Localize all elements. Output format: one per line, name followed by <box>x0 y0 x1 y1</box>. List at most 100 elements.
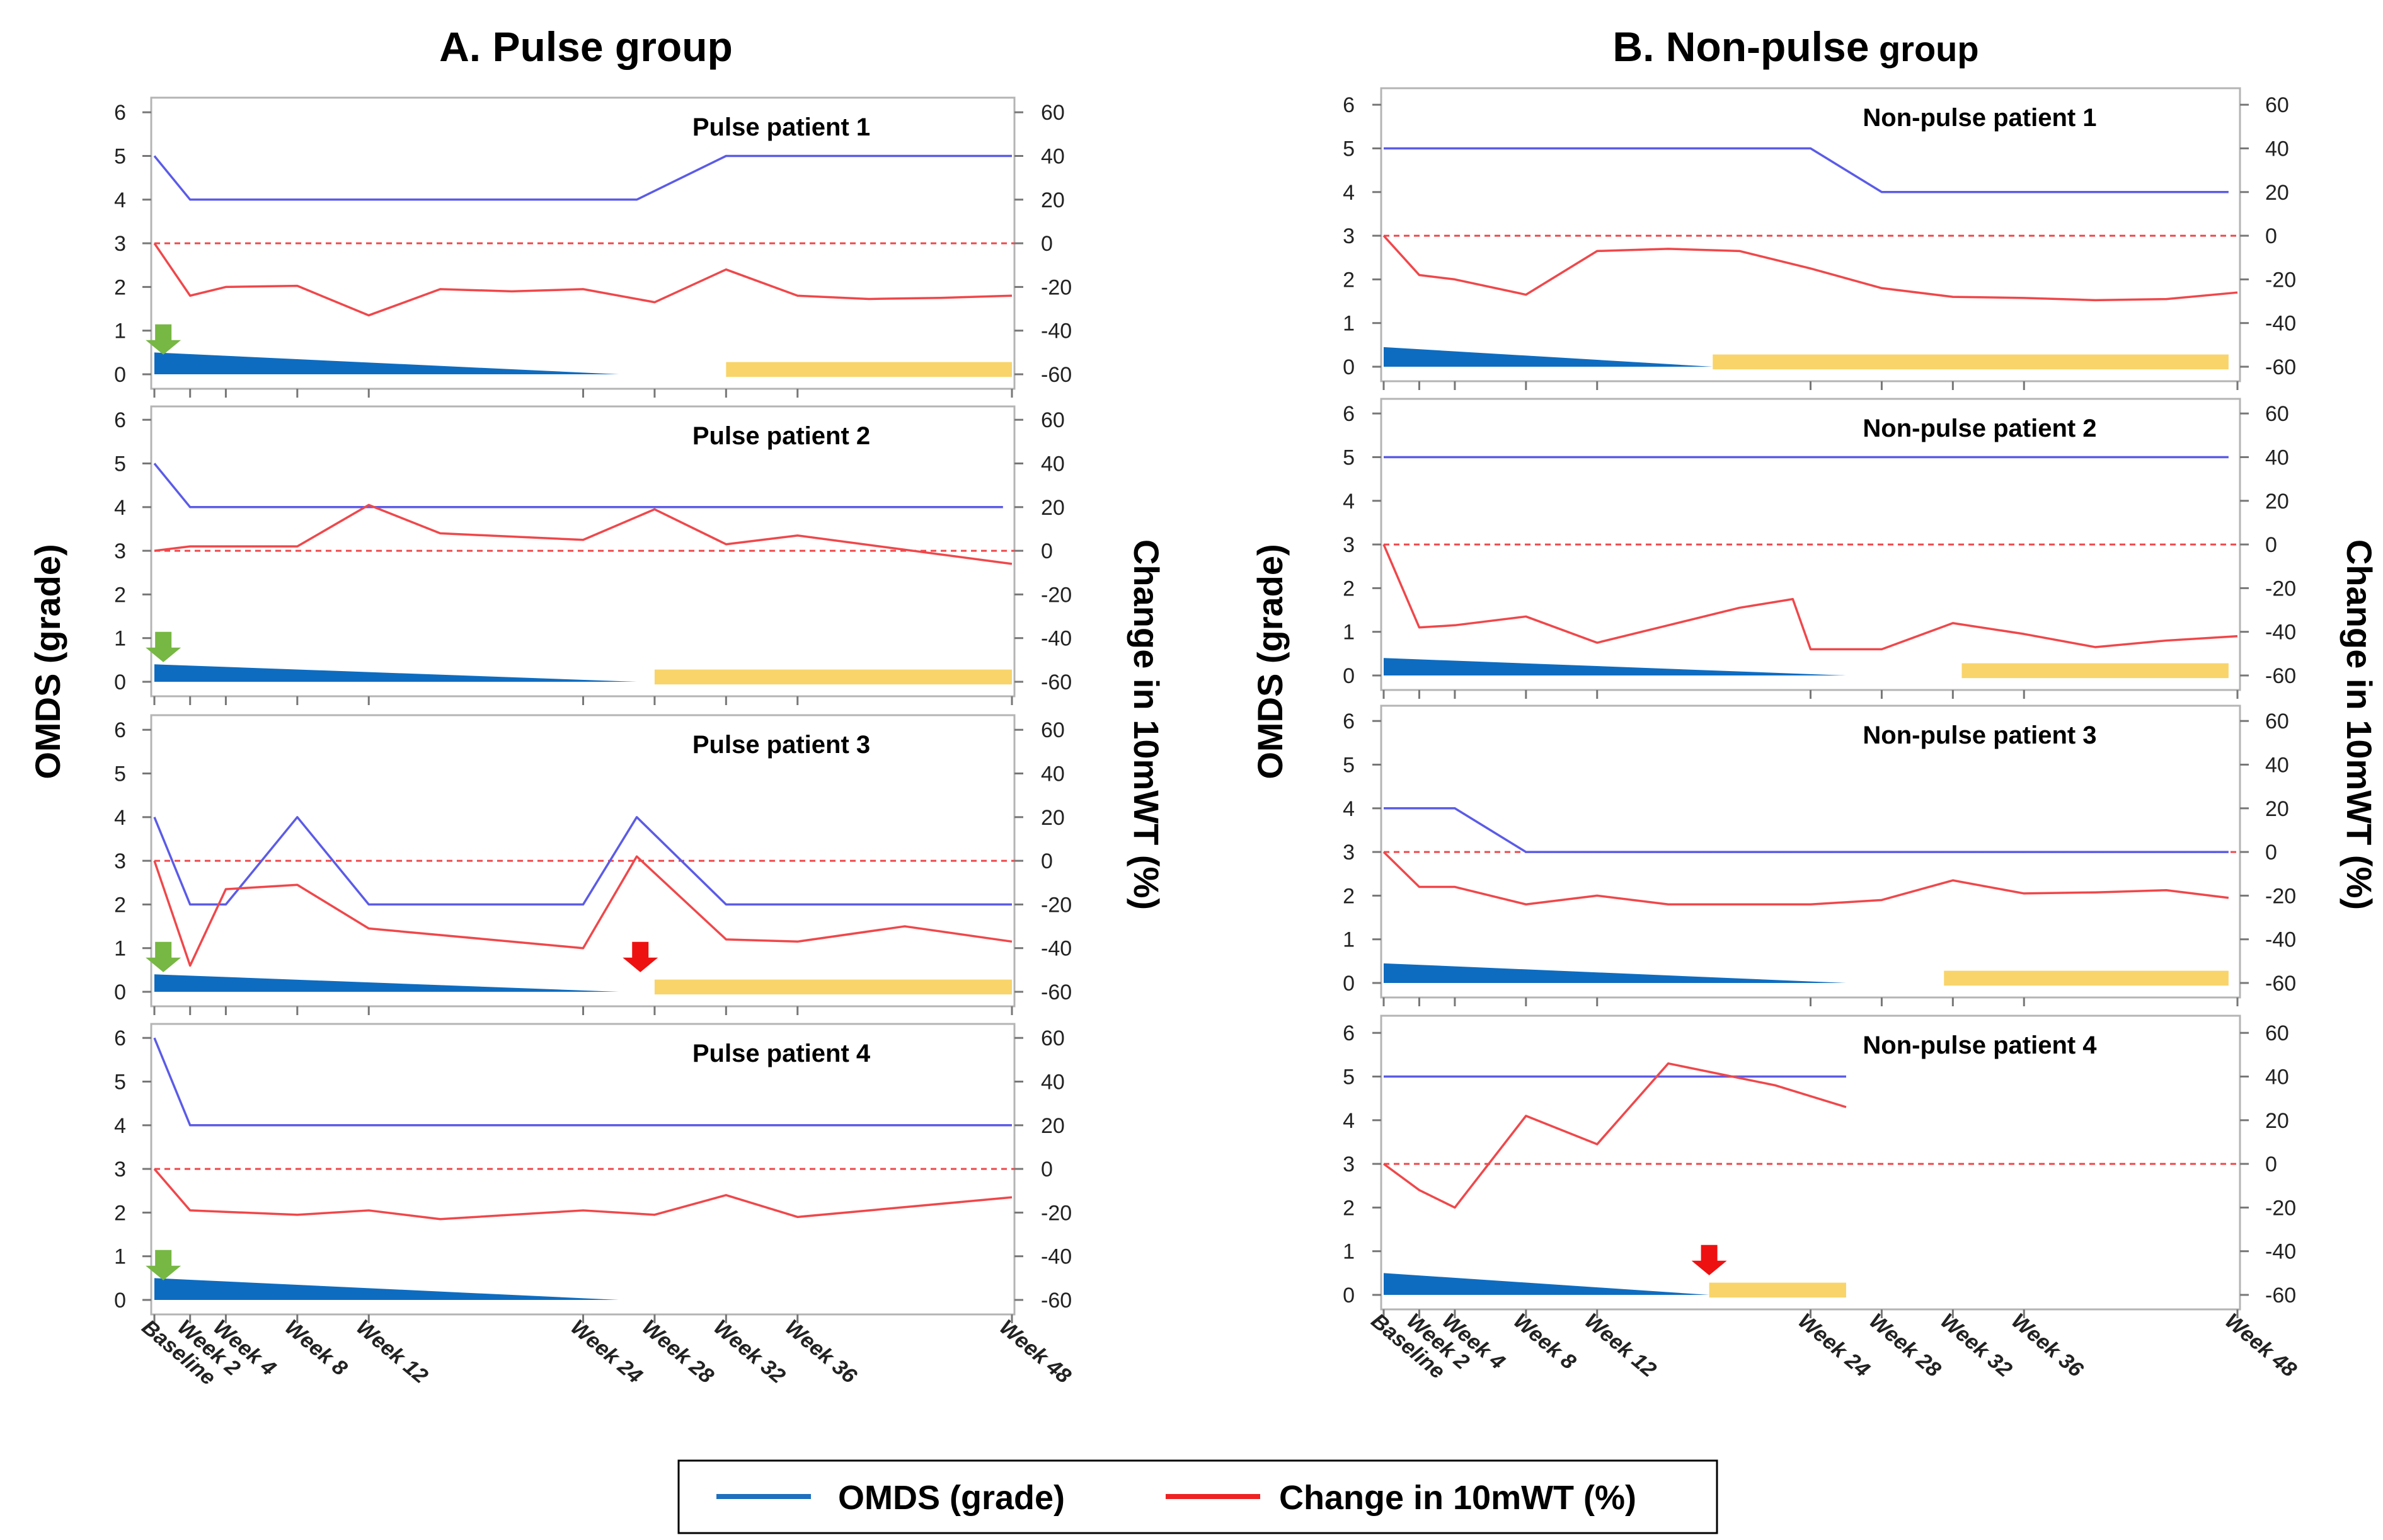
x-tick-label: Week 12 <box>352 1315 432 1388</box>
right-axis-tick-label: -20 <box>2265 577 2296 600</box>
left-axis-tick-label: 6 <box>1343 710 1355 733</box>
panel-8: 0 1 2 3 4 5 6 -60 -40 -20 0 20 40 60 Non-pulse patient… <box>1343 1014 2296 1318</box>
omds-series-line <box>153 1037 1012 1127</box>
left-axis-tick-label: 1 <box>114 319 126 343</box>
left-axis-tick-label: 0 <box>1343 1284 1355 1307</box>
panel-title: Pulse patient 4 <box>692 1040 871 1067</box>
right-axis-tick-label: -60 <box>1041 363 1072 387</box>
right-axis-tick-label: -40 <box>2265 621 2296 645</box>
green-arrow-icon <box>146 1250 181 1280</box>
right-axis-tick-label: -40 <box>1041 319 1072 343</box>
left-axis-tick-label: 0 <box>1343 664 1355 688</box>
left-axis-tick-label: 5 <box>114 452 126 476</box>
left-axis-tick-label: 3 <box>114 232 126 256</box>
x-tick-label: Week 12 <box>1580 1309 1661 1382</box>
left-axis-tick-label: 5 <box>114 1071 126 1095</box>
right-axis-tick-label: -60 <box>2265 355 2296 379</box>
right-axis-tick-label: 40 <box>1041 452 1065 476</box>
x-tick-label: Week 48 <box>2220 1309 2301 1382</box>
panel-1: 0 1 2 3 4 5 6 -60 -40 -20 0 20 40 60 Pulse patient 1 <box>114 96 1072 398</box>
right-axis-tick-label: 40 <box>2265 1066 2289 1089</box>
right-axis-tick-label: -40 <box>1041 1245 1072 1269</box>
right-axis-tick-label: -20 <box>2265 268 2296 292</box>
walk-test-series-line <box>1382 544 2238 651</box>
right-axis-tick-label: 20 <box>2265 1109 2289 1133</box>
right-axis-tick-label: 40 <box>1041 145 1065 169</box>
omds-series-line <box>153 463 1003 509</box>
left-axis-tick-label: 5 <box>1343 1066 1355 1089</box>
right-axis-tick-label: 20 <box>2265 181 2289 205</box>
walk-test-series-line <box>154 503 1013 565</box>
left-axis-tick-label: 0 <box>114 980 126 1004</box>
legend: OMDS (grade) Change in 10mWT (%) <box>677 1459 1718 1534</box>
left-axis-tick-label: 3 <box>1343 1152 1355 1176</box>
panel-5: 0 1 2 3 4 5 6 -60 -40 -20 0 20 40 60 Non-pulse patient… <box>1343 87 2296 390</box>
red-arrow-icon <box>623 941 658 972</box>
left-axis-tick-label: 2 <box>114 275 126 299</box>
steroid-taper-area <box>1384 1273 1709 1295</box>
left-axis-tick-label: 0 <box>1343 355 1355 379</box>
panel-title: Non-pulse patient 4 <box>1863 1031 2097 1059</box>
right-axis-tick-label: 60 <box>2265 1021 2289 1045</box>
x-tick-label: Week 36 <box>2007 1309 2088 1382</box>
left-axis-tick-label: 0 <box>114 363 126 387</box>
right-axis-tick-label: -20 <box>1041 893 1072 917</box>
right-axis-tick-label: -40 <box>2265 928 2296 952</box>
panel-title: Non-pulse patient 2 <box>1863 415 2096 442</box>
right-axis-tick-label: 20 <box>2265 797 2289 821</box>
left-axis-tick-label: 5 <box>114 145 126 169</box>
steroid-taper-area <box>154 664 637 682</box>
left-axis-tick-label: 6 <box>1343 93 1355 117</box>
left-axis-tick-label: 1 <box>114 627 126 651</box>
right-axis-tick-label: 0 <box>2265 1152 2277 1176</box>
title-non-pulse-suffix: group <box>1869 29 1978 69</box>
left-axis-tick-label: 5 <box>1343 446 1355 470</box>
green-arrow-icon <box>146 324 181 355</box>
left-axis-tick-label: 6 <box>114 101 126 125</box>
right-axis-tick-label: 40 <box>1041 1071 1065 1095</box>
omds-series-line <box>1384 807 2229 853</box>
x-tick-label: Week 36 <box>781 1315 862 1389</box>
right-axis-tick-label: 0 <box>1041 232 1053 256</box>
right-axis-tick-label: 60 <box>2265 402 2289 426</box>
left-axis-tick-label: 0 <box>114 670 126 694</box>
steroid-taper-area <box>1384 658 1846 675</box>
panel-title: Non-pulse patient 3 <box>1863 721 2096 749</box>
right-axis-tick-label: 0 <box>2265 533 2277 557</box>
left-axis-tick-label: 6 <box>114 1026 126 1050</box>
left-axis-tick-label: 4 <box>1343 1109 1355 1133</box>
x-tick-label: Week 8 <box>280 1315 352 1381</box>
walk-test-series-line <box>153 1168 1013 1221</box>
left-axis-tick-label: 1 <box>1343 928 1355 952</box>
right-axis-tick-label: -40 <box>2265 312 2296 336</box>
steroid-taper-area <box>154 352 619 374</box>
left-axis-tick-label: 3 <box>1343 533 1355 557</box>
panel-title: Non-pulse patient 1 <box>1863 104 2096 132</box>
omds-series-line <box>153 816 1012 906</box>
panel-3: 0 1 2 3 4 5 6 -60 -40 -20 0 20 40 60 Pulse patient 3 <box>114 714 1072 1015</box>
right-axis-tick-label: 20 <box>1041 1114 1065 1138</box>
left-axis-tick-label: 2 <box>1343 577 1355 600</box>
left-axis-tick-label: 6 <box>114 718 126 742</box>
walk-test-series-line <box>1382 851 2229 906</box>
right-axis-tick-label: 0 <box>1041 539 1053 563</box>
left-axis-tick-label: 4 <box>114 188 126 212</box>
right-axis-tick-label: -60 <box>2265 972 2296 996</box>
walk-test-series-line <box>153 855 1013 967</box>
x-tick-label: Week 24 <box>1793 1309 1874 1382</box>
right-y-axis-title-b: Change in 10mWT (%) <box>2340 539 2379 910</box>
right-axis-tick-label: 40 <box>2265 446 2289 470</box>
left-axis-tick-label: 3 <box>1343 224 1355 248</box>
left-axis-tick-label: 4 <box>1343 490 1355 514</box>
highlight-period-bar <box>1961 663 2229 679</box>
right-axis-tick-label: 40 <box>2265 754 2289 778</box>
right-axis-tick-label: -40 <box>1041 627 1072 651</box>
title-non-pulse-prefix: B. Non-pulse <box>1612 23 1869 70</box>
right-axis-tick-label: -20 <box>2265 884 2296 908</box>
legend-walk-label: Change in 10mWT (%) <box>1279 1479 1636 1517</box>
highlight-period-bar <box>1713 354 2229 370</box>
right-axis-tick-label: 60 <box>2265 710 2289 733</box>
right-axis-tick-label: 20 <box>1041 806 1065 830</box>
left-axis-tick-label: 2 <box>114 893 126 917</box>
